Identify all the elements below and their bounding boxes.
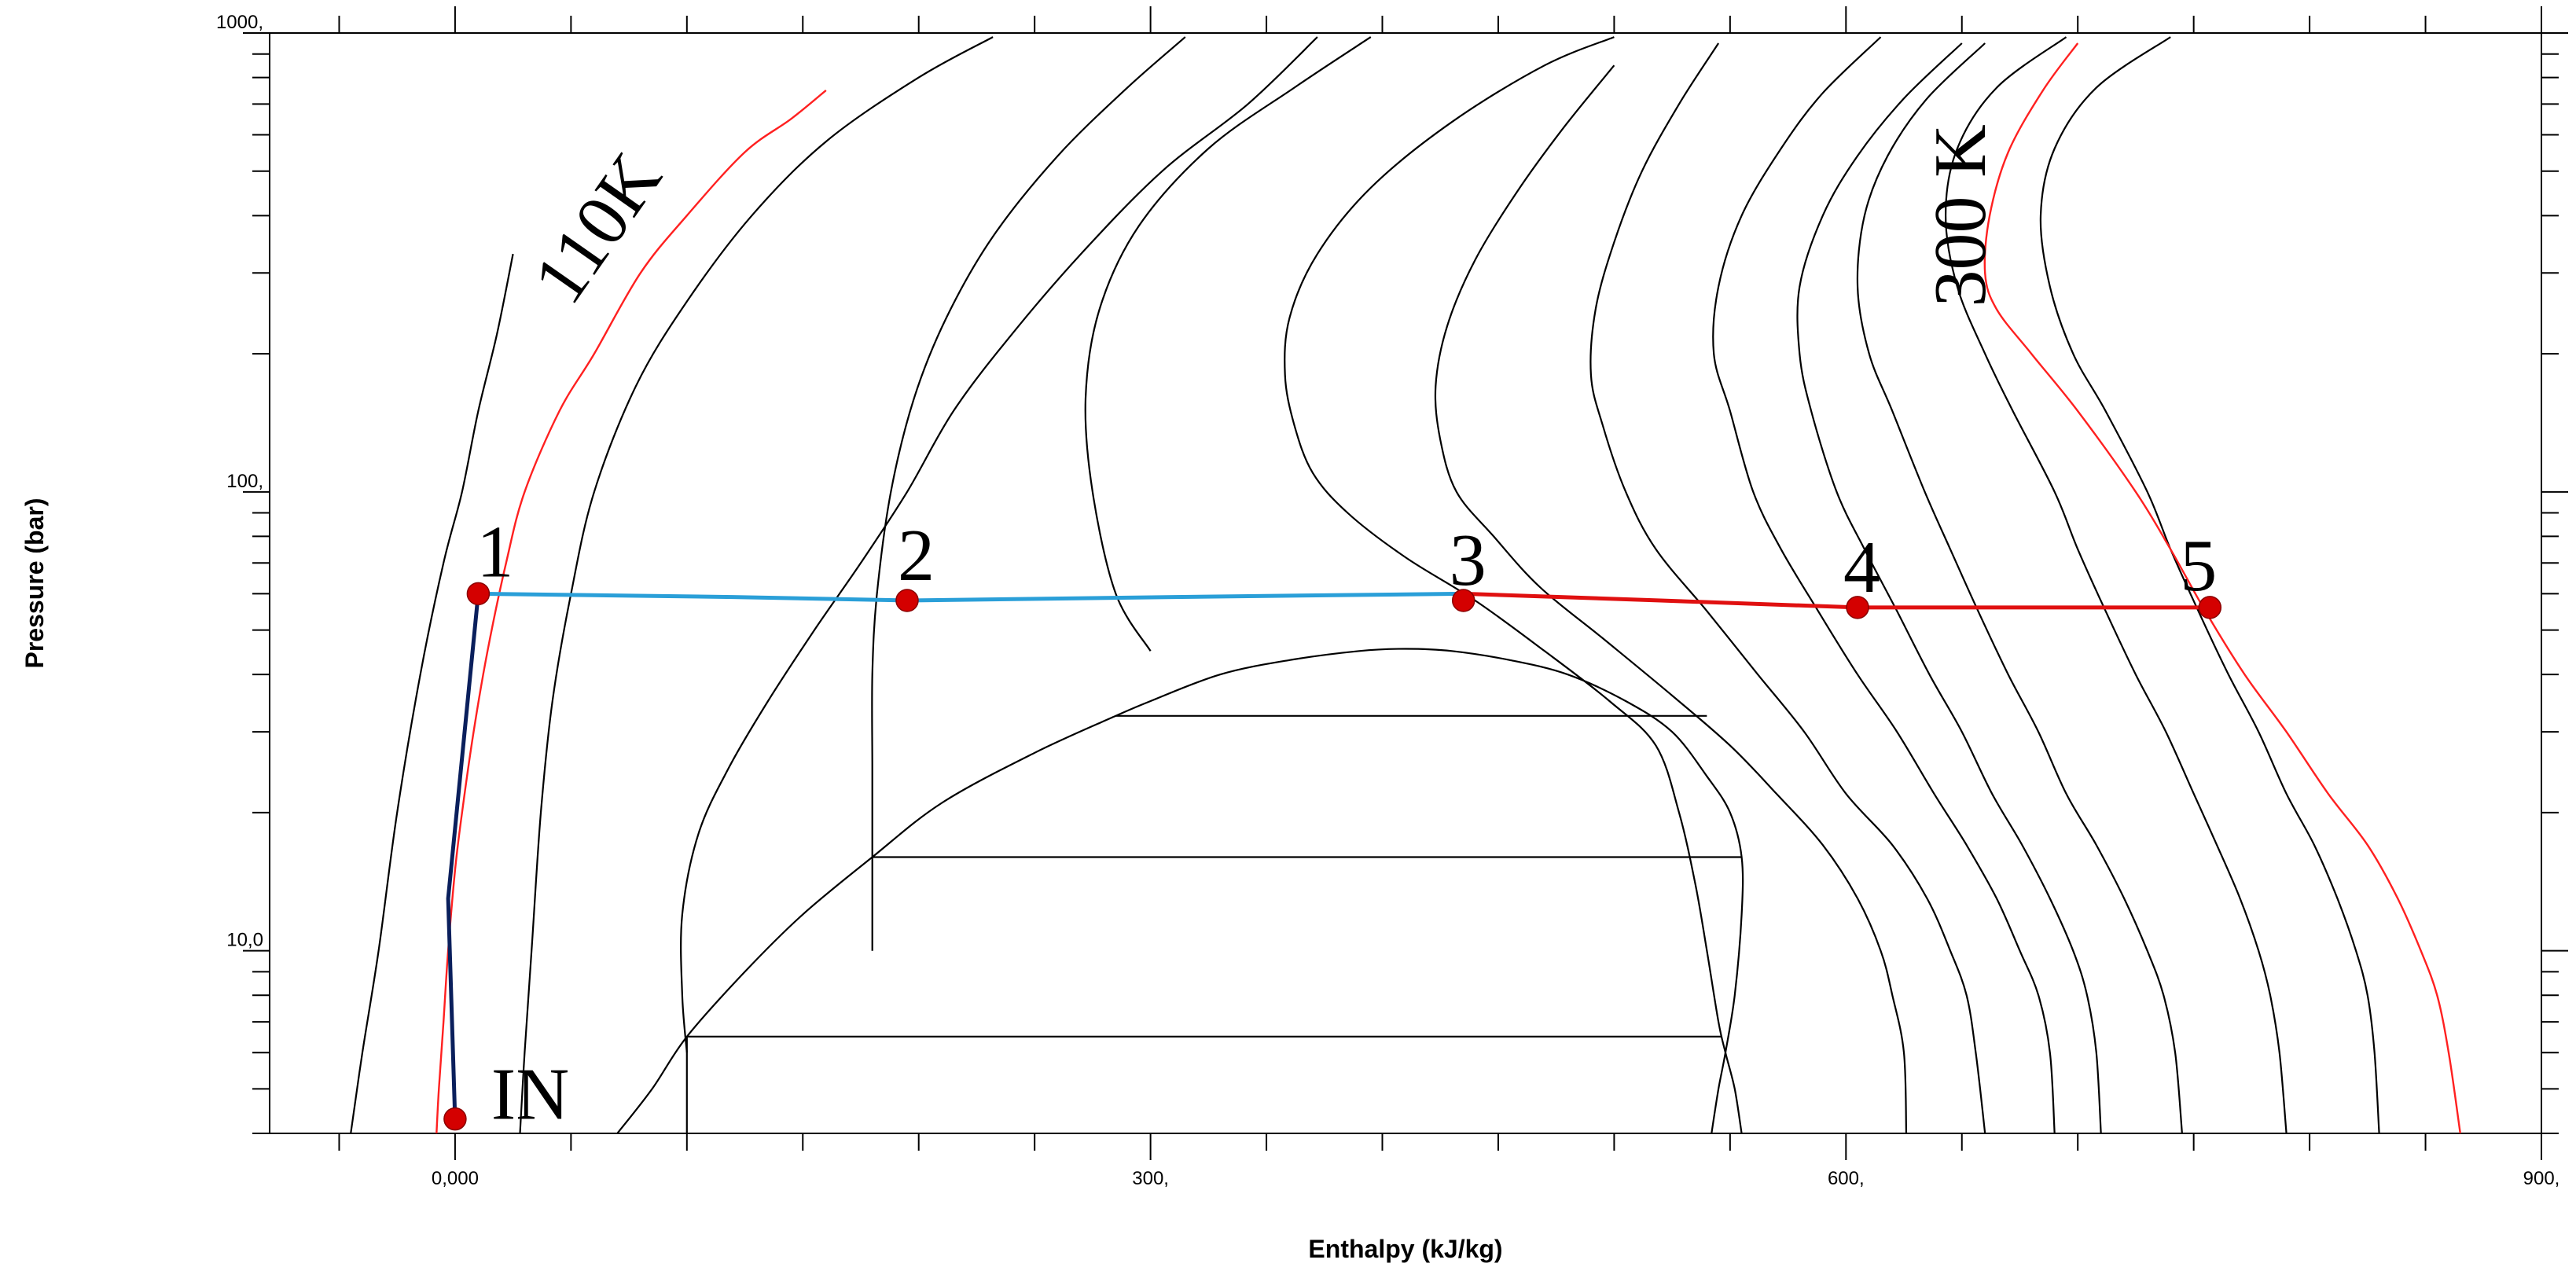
state-point-label: 2: [898, 515, 935, 597]
y-tick-label: 10,0: [226, 930, 263, 951]
isotherm-line: [1856, 42, 2183, 1133]
isotherm-line: [1796, 42, 2102, 1133]
x-tick-label: 300,: [1132, 1168, 1169, 1189]
x-tick-label: 900,: [2523, 1168, 2560, 1189]
isotherm-line: [1084, 36, 1372, 652]
isotherm-curves: [350, 36, 2461, 1133]
isotherm-line: [519, 36, 994, 1133]
y-tick-label: 100,: [226, 471, 263, 492]
plot-frame: [269, 32, 2542, 1134]
axis-ticks: 0,000 300, 600, 900, 10,0 100, 1000,: [216, 6, 2568, 1189]
state-point-label: 1: [476, 511, 513, 593]
state-point-label: 4: [1843, 527, 1880, 608]
state-point-marker: [895, 589, 919, 612]
isotherm-line: [680, 36, 1318, 1053]
x-tick-label: 600,: [1828, 1168, 1865, 1189]
state-point-label: 5: [2180, 525, 2217, 607]
isotherm-line: [1944, 36, 2288, 1133]
isotherm-line: [1434, 64, 1908, 1133]
state-point-marker: [1451, 589, 1475, 612]
isotherm-line: [350, 253, 514, 1133]
state-point-marker: [2198, 596, 2222, 619]
y-axis-title: Pressure (bar): [20, 498, 49, 669]
state-point-marker: [466, 582, 491, 606]
process-line-compression: [446, 593, 480, 1119]
highlight-isotherm-line: [435, 89, 827, 1133]
state-points: [443, 582, 2222, 1131]
state-point-label: IN: [491, 1054, 569, 1136]
x-axis-title: Enthalpy (kJ/kg): [1308, 1235, 1502, 1263]
isotherm-line: [1712, 36, 2056, 1133]
isotherm-line: [871, 36, 1186, 858]
saturation-dome: [616, 648, 1744, 1133]
dome-boundary: [616, 648, 1744, 1133]
isotherm-line: [1284, 36, 1743, 1133]
state-point-labels: 1 2 3 4 5 IN: [476, 511, 2217, 1135]
isotherm-label: 300 K: [1920, 124, 2001, 307]
isotherm-line: [1589, 42, 1986, 1133]
state-point-marker: [1846, 596, 1869, 619]
state-point-marker: [443, 1107, 467, 1131]
isotherm-line: [2039, 36, 2380, 1133]
y-tick-label: 1000,: [216, 12, 263, 33]
highlight-isotherm-line: [1983, 42, 2461, 1133]
state-point-label: 3: [1450, 520, 1486, 601]
x-tick-label: 0,000: [432, 1168, 479, 1189]
